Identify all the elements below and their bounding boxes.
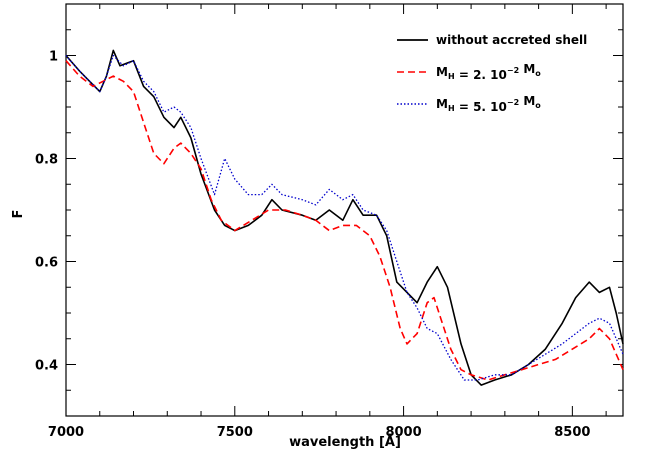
y-tick-label: 0.8 xyxy=(35,153,58,168)
y-axis-title: F xyxy=(11,210,26,219)
y-tick-label: 1 xyxy=(49,50,58,65)
legend-text-part: M xyxy=(519,62,535,76)
x-tick-label: 7500 xyxy=(217,425,253,440)
legend-text-part: without accreted shell xyxy=(436,33,587,47)
legend-text-part: M xyxy=(436,97,448,111)
x-tick-label: 7000 xyxy=(48,425,84,440)
series-line-1 xyxy=(65,49,624,386)
legend-label-2: MH = 2. 10−2 Mo xyxy=(436,62,541,82)
axis-ticks: 7000 7500 8000 8500 0.4 0.6 0.8 1 xyxy=(35,3,623,440)
legend-label-1: without accreted shell xyxy=(436,33,587,47)
y-tick-label: 0.6 xyxy=(35,256,58,271)
y-tick-label: 0.4 xyxy=(35,359,58,374)
series-group xyxy=(65,49,624,386)
series-line-2 xyxy=(65,60,624,381)
legend-text-part: o xyxy=(535,69,541,78)
x-axis-title: wavelength [Å] xyxy=(289,434,401,450)
series-line-3 xyxy=(65,54,624,381)
legend-text-part: M xyxy=(436,65,448,79)
legend-text-part: −2 xyxy=(507,98,519,107)
legend-text-part: H xyxy=(448,104,455,113)
legend-text-part: = 2. 10 xyxy=(455,68,507,82)
legend-text-part: −2 xyxy=(507,66,519,75)
x-tick-label: 8500 xyxy=(554,425,590,440)
legend-text-part: o xyxy=(535,101,541,110)
legend-text-part: = 5. 10 xyxy=(455,100,507,114)
legend-label-3: MH = 5. 10−2 Mo xyxy=(436,94,541,114)
legend-text-part: H xyxy=(448,72,455,81)
x-tick-label: 8000 xyxy=(385,425,421,440)
legend-text-part: M xyxy=(519,94,535,108)
